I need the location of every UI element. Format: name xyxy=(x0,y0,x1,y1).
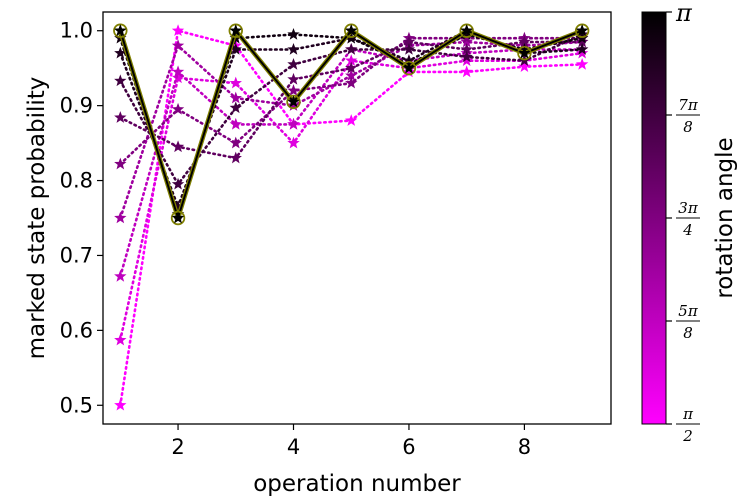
data-point xyxy=(345,42,358,55)
colorbar-tick-denominator: 8 xyxy=(683,324,693,342)
colorbar-label: rotation angle xyxy=(712,137,738,298)
data-point xyxy=(229,42,242,55)
data-point xyxy=(114,46,127,59)
data-point xyxy=(575,42,589,55)
highlight-star xyxy=(345,24,358,36)
data-point xyxy=(287,42,300,55)
highlight-star xyxy=(518,46,531,59)
data-point xyxy=(518,35,531,48)
x-tick-label: 8 xyxy=(518,435,531,459)
data-point xyxy=(287,117,300,130)
highlight-star xyxy=(575,24,589,36)
y-tick-label: 0.8 xyxy=(60,169,93,193)
data-point xyxy=(114,74,127,87)
data-point xyxy=(171,39,185,51)
colorbar-tick-label: π xyxy=(675,0,693,27)
data-point xyxy=(518,60,531,72)
data-point xyxy=(575,46,589,59)
highlight-star xyxy=(114,24,127,36)
data-point xyxy=(229,136,242,149)
data-point xyxy=(287,57,300,70)
highlight-layer xyxy=(113,23,590,226)
data-point xyxy=(171,177,185,190)
y-tick-label: 0.7 xyxy=(60,243,93,267)
data-point xyxy=(402,35,416,48)
highlight-star xyxy=(402,61,416,74)
colorbar-tick-numerator: 5π xyxy=(678,302,699,320)
data-point xyxy=(575,35,589,48)
x-axis-label: operation number xyxy=(253,471,461,497)
data-point xyxy=(114,333,127,346)
x-axis: 2 4 6 8 xyxy=(171,424,531,459)
highlight-star xyxy=(171,211,185,224)
data-point xyxy=(171,102,185,115)
colorbar-tick-denominator: 4 xyxy=(682,221,693,239)
data-point xyxy=(229,151,242,164)
colorbar-tick-numerator: 7π xyxy=(678,96,699,114)
colorbar-tick-denominator: 2 xyxy=(682,427,693,445)
data-point xyxy=(287,99,300,111)
colorbar-tick-label: π2 xyxy=(676,405,700,445)
data-point xyxy=(402,65,416,78)
data-point xyxy=(171,200,185,213)
data-point xyxy=(114,111,127,123)
x-tick-label: 2 xyxy=(171,435,184,459)
data-point xyxy=(114,211,127,224)
data-point xyxy=(171,24,185,36)
data-point xyxy=(171,140,185,153)
data-point xyxy=(287,27,300,40)
highlight-star xyxy=(229,24,242,36)
data-point xyxy=(114,157,127,170)
data-point xyxy=(575,57,589,70)
data-point xyxy=(345,76,358,89)
data-point xyxy=(229,91,242,104)
colorbar-tick-denominator: 8 xyxy=(683,118,693,136)
y-axis: 0.5 0.6 0.7 0.8 0.9 1.0 xyxy=(60,19,103,417)
data-point xyxy=(287,84,300,96)
data-point xyxy=(402,42,416,55)
data-point xyxy=(345,61,358,74)
series-line xyxy=(119,48,584,278)
series-layer xyxy=(114,24,589,411)
data-point xyxy=(460,42,473,55)
series-line xyxy=(119,29,584,407)
data-point xyxy=(345,69,358,81)
y-tick-label: 0.5 xyxy=(60,393,93,417)
data-point xyxy=(287,136,300,149)
data-point xyxy=(229,101,242,114)
colorbar-tick-label: 3π4 xyxy=(676,199,700,239)
data-point xyxy=(345,54,358,66)
data-point xyxy=(460,35,473,48)
data-point xyxy=(171,71,185,84)
data-point xyxy=(460,65,473,78)
data-point xyxy=(345,114,358,126)
data-point xyxy=(460,54,473,66)
colorbar-tick-label: 7π8 xyxy=(676,96,700,136)
x-tick-label: 4 xyxy=(287,435,300,459)
colorbar-tick-label: 5π8 xyxy=(676,302,700,342)
data-point xyxy=(229,76,242,89)
data-point xyxy=(287,72,300,85)
colorbar-tick-numerator: 3π xyxy=(678,199,699,217)
y-axis-label: marked state probability xyxy=(24,77,50,360)
data-point xyxy=(460,27,473,40)
x-tick-label: 6 xyxy=(402,435,415,459)
series-line xyxy=(119,51,584,342)
data-point xyxy=(114,269,127,282)
data-point xyxy=(171,65,185,78)
y-tick-label: 0.9 xyxy=(60,94,93,118)
highlight-star xyxy=(287,95,300,108)
data-point xyxy=(229,117,242,130)
colorbar-tick-numerator: π xyxy=(682,405,694,423)
y-tick-label: 1.0 xyxy=(60,19,93,43)
data-point xyxy=(114,398,127,411)
data-point xyxy=(460,50,473,63)
highlight-star xyxy=(460,24,473,36)
colorbar-tick-text: π xyxy=(675,0,693,27)
plot-frame xyxy=(102,11,612,425)
colorbar xyxy=(641,11,667,425)
y-tick-label: 0.6 xyxy=(60,318,93,342)
